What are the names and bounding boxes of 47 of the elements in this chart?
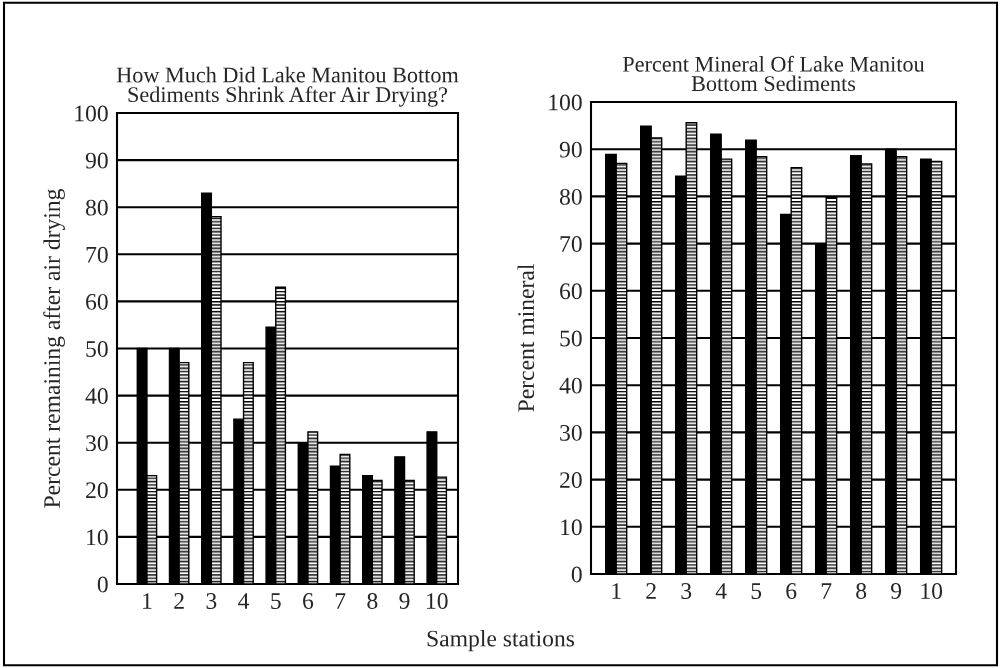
x-tick-label: 10 [427, 593, 448, 609]
x-tick-label: 10 [921, 583, 943, 599]
x-tick-label: 7 [821, 583, 832, 599]
y-tick-label: 40 [559, 377, 582, 394]
y-tick-label: 10 [87, 529, 108, 546]
y-tick-label: 80 [559, 188, 582, 205]
x-tick-label: 1 [143, 593, 152, 609]
y-tick-label: 60 [560, 283, 582, 300]
x-tick-label: 6 [303, 593, 314, 609]
y-tick-label: 80 [85, 199, 108, 216]
y-tick-label: 50 [560, 330, 582, 347]
y-tick-label: 50 [86, 340, 108, 357]
x-tick-label: 9 [399, 593, 410, 609]
x-tick-label: 3 [206, 593, 217, 609]
y-tick-label: 10 [561, 519, 582, 536]
y-tick-label: 70 [86, 246, 108, 263]
y-axis-title: Percent remaining after air drying [43, 188, 65, 508]
y-tick-label: 60 [86, 293, 108, 310]
y-tick-label: 20 [86, 482, 108, 499]
y-tick-label: 100 [549, 94, 582, 111]
x-tick-label: 1 [612, 583, 621, 599]
y-tick-label: 100 [75, 105, 108, 122]
x-tick-label: 6 [786, 583, 797, 599]
y-tick-label: 70 [560, 236, 582, 253]
x-tick-label: 9 [891, 583, 902, 599]
x-tick-label: 4 [238, 593, 250, 609]
chart-title: Percent Mineral Of Lake Manitou Bottom Sediments [622, 55, 925, 92]
x-tick-label: 2 [646, 583, 656, 599]
y-tick-label: 30 [560, 424, 582, 441]
x-tick-label: 8 [856, 583, 867, 599]
y-tick-label: 90 [559, 141, 582, 158]
x-tick-label: 2 [174, 593, 184, 609]
x-tick-label: 3 [681, 583, 692, 599]
chart-title: How Much Did Lake Manitou Bottom Sediments Shrink After Air Drying? [116, 66, 459, 107]
y-tick-label: 0 [571, 566, 582, 583]
y-tick-label: 30 [86, 435, 108, 452]
y-tick-label: 90 [85, 152, 108, 169]
y-tick-label: 40 [85, 388, 108, 405]
x-tick-label: 4 [715, 583, 727, 599]
y-tick-label: 20 [560, 472, 582, 489]
y-axis-title: Percent mineral [517, 264, 535, 412]
x-tick-label: 8 [367, 593, 378, 609]
x-tick-label: 7 [335, 593, 346, 609]
x-tick-label: 5 [751, 583, 762, 599]
y-tick-label: 0 [97, 576, 108, 593]
x-axis-title: Sample stations [427, 629, 575, 652]
x-tick-label: 5 [271, 593, 281, 609]
